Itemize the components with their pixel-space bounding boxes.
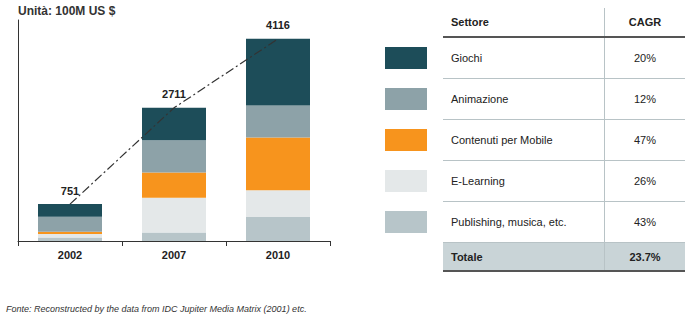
html-text:43%: 43% <box>634 216 656 228</box>
html-text:47%: 47% <box>634 134 656 146</box>
html-text:Giochi: Giochi <box>451 52 483 64</box>
html-text:Unità: 100M US $: Unità: 100M US $ <box>18 4 116 18</box>
html-text:23.7%: 23.7% <box>629 250 661 263</box>
html-text:Totale: Totale <box>451 250 483 263</box>
svg-text:2010: 2010 <box>266 249 290 261</box>
html-text:E-Learning: E-Learning <box>451 175 505 187</box>
html-text:Animazione: Animazione <box>451 93 509 105</box>
html-text:Contenuti per Mobile: Contenuti per Mobile <box>451 134 553 146</box>
svg-text:4116: 4116 <box>266 19 290 31</box>
svg-text:2002: 2002 <box>58 249 82 261</box>
html-text:Publishing, musica, etc.: Publishing, musica, etc. <box>451 216 567 228</box>
svg-text:2007: 2007 <box>162 249 186 261</box>
html-text:20%: 20% <box>634 52 656 64</box>
html-text:Fonte: Reconstructed by the da: Fonte: Reconstructed by the data from ID… <box>6 304 307 314</box>
html-text:CAGR: CAGR <box>628 16 662 28</box>
svg-text:2711: 2711 <box>162 88 186 100</box>
html-text:Settore: Settore <box>451 16 489 28</box>
html-text:26%: 26% <box>634 175 656 187</box>
html-text:12%: 12% <box>634 93 656 105</box>
svg-text:751: 751 <box>61 185 79 197</box>
